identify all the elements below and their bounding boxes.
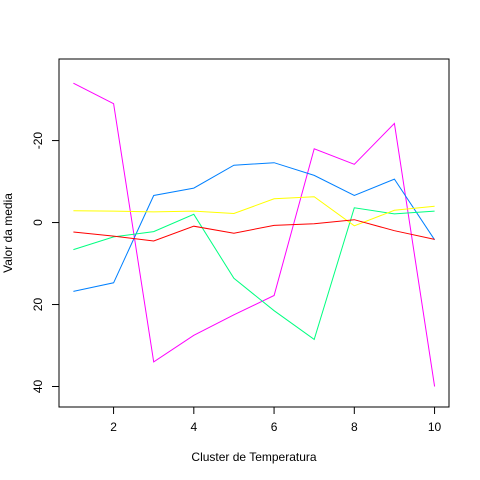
x-tick-label: 8: [351, 420, 358, 434]
series-line-3: [73, 207, 435, 341]
series-layer: [73, 82, 436, 387]
y-axis: -20 0 20 40: [31, 132, 60, 394]
x-tick-label: 2: [110, 420, 117, 434]
y-tick-label: 0: [31, 219, 45, 226]
y-tick-label: 40: [31, 380, 45, 394]
x-axis: 2 4 6 8 10: [110, 406, 442, 434]
y-axis-label: Valor da media: [1, 193, 15, 273]
x-axis-label: Cluster de Temperatura: [191, 450, 317, 464]
x-tick-label: 4: [190, 420, 197, 434]
series-line-1: [73, 82, 436, 387]
series-line-5: [73, 219, 435, 242]
x-tick-label: 10: [428, 420, 442, 434]
y-tick-label: 20: [31, 298, 45, 312]
x-tick-label: 6: [271, 420, 278, 434]
series-line-4: [73, 196, 435, 227]
y-tick-label: -20: [31, 132, 45, 150]
series-line-2: [73, 162, 436, 292]
